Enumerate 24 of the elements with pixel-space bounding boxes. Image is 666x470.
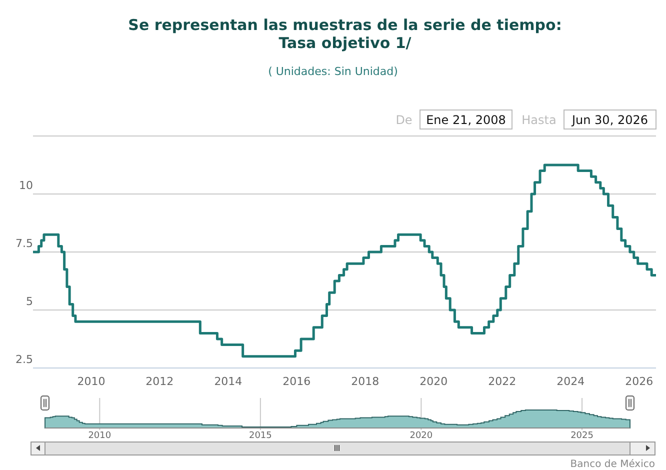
- chart-subtitle: ( Unidades: Sin Unidad): [268, 65, 398, 78]
- text: Ene 21, 2008: [426, 113, 506, 127]
- y-tick-label: 5: [26, 295, 33, 308]
- x-tick-label: 2010: [88, 431, 112, 441]
- chart-title: Se representan las muestras de la serie de tiempo: Tasa objetivo 1/: [128, 16, 562, 52]
- x-tick-label: 2010: [77, 375, 106, 388]
- x-tick-label: 2014: [214, 375, 242, 388]
- x-tick-label: 2020: [420, 375, 448, 388]
- text: De: [396, 113, 412, 127]
- x-tick-label: 2015: [248, 431, 272, 441]
- y-tick-label: 7.5: [16, 237, 33, 250]
- x-tick-label: 2022: [488, 375, 516, 388]
- x-tick-label: 2012: [146, 375, 174, 388]
- text: Jun 30, 2026: [570, 113, 648, 127]
- y-tick-label: 10: [19, 179, 33, 192]
- x-tick-label: 2018: [351, 375, 380, 388]
- x-tick-label: 2025: [570, 431, 594, 441]
- text: Banco de México: [570, 459, 655, 470]
- x-tick-label: 2020: [410, 431, 433, 441]
- y-tick-label: 2.5: [16, 353, 33, 366]
- x-tick-label: 2016: [282, 375, 311, 388]
- x-tick-label: 2026: [625, 375, 654, 388]
- x-tick-label: 2024: [556, 375, 585, 388]
- text: Hasta: [522, 113, 556, 127]
